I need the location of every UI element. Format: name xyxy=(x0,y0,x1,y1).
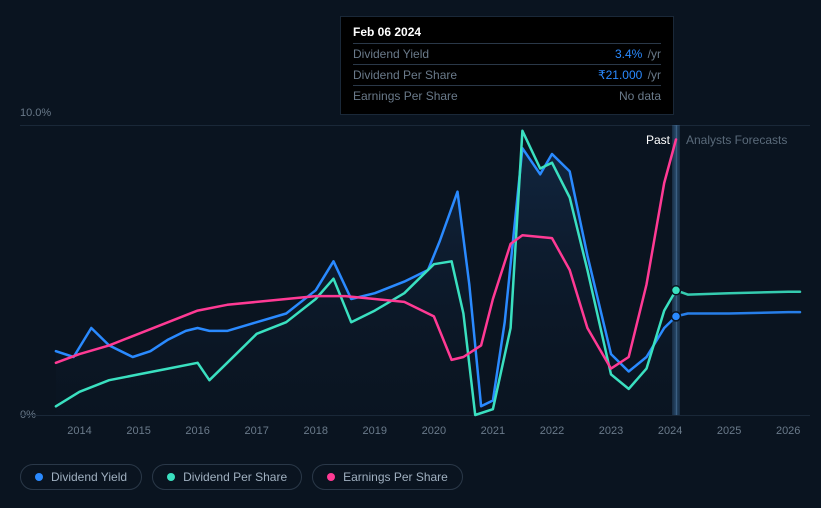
tooltip-date: Feb 06 2024 xyxy=(353,25,661,39)
marker xyxy=(672,286,681,295)
series-forecast-0 xyxy=(676,312,800,316)
tooltip-row: Earnings Per Share No data xyxy=(353,85,661,106)
marker xyxy=(672,312,681,321)
x-axis-label: 2018 xyxy=(303,425,327,437)
tooltip-label: Earnings Per Share xyxy=(353,89,458,103)
legend-dot xyxy=(35,473,43,481)
legend-item[interactable]: Dividend Per Share xyxy=(152,464,302,490)
legend-item[interactable]: Dividend Yield xyxy=(20,464,142,490)
x-axis-label: 2019 xyxy=(363,425,387,437)
legend-label: Earnings Per Share xyxy=(343,470,448,484)
x-axis-label: 2016 xyxy=(185,425,209,437)
legend-dot xyxy=(167,473,175,481)
x-axis-label: 2014 xyxy=(67,425,91,437)
x-axis-label: 2026 xyxy=(776,425,800,437)
legend-label: Dividend Yield xyxy=(51,470,127,484)
tooltip-label: Dividend Yield xyxy=(353,47,429,61)
tooltip-label: Dividend Per Share xyxy=(353,68,457,82)
legend-item[interactable]: Earnings Per Share xyxy=(312,464,463,490)
tooltip-value: 3.4% /yr xyxy=(615,47,661,61)
gridline xyxy=(20,415,810,416)
x-axis-label: 2022 xyxy=(540,425,564,437)
legend-dot xyxy=(327,473,335,481)
chart[interactable]: 0%10.0% 20142015201620172018201920202021… xyxy=(20,125,810,420)
legend: Dividend Yield Dividend Per Share Earnings… xyxy=(20,464,463,490)
tooltip-value: No data xyxy=(619,89,661,103)
x-axis-label: 2017 xyxy=(244,425,268,437)
x-axis-label: 2020 xyxy=(422,425,446,437)
tooltip-row: Dividend Per Share ₹21.000 /yr xyxy=(353,64,661,85)
x-axis-label: 2021 xyxy=(481,425,505,437)
x-axis-label: 2025 xyxy=(717,425,741,437)
legend-label: Dividend Per Share xyxy=(183,470,287,484)
tooltip-value: ₹21.000 /yr xyxy=(598,68,661,82)
x-axis-label: 2015 xyxy=(126,425,150,437)
chart-tooltip: Feb 06 2024 Dividend Yield3.4% /yrDivide… xyxy=(340,16,674,115)
y-axis-label: 10.0% xyxy=(20,107,51,119)
chart-svg xyxy=(20,125,810,415)
tooltip-row: Dividend Yield 3.4% /yr xyxy=(353,43,661,64)
x-axis-label: 2023 xyxy=(599,425,623,437)
x-axis-label: 2024 xyxy=(658,425,682,437)
series-forecast-1 xyxy=(676,290,800,294)
